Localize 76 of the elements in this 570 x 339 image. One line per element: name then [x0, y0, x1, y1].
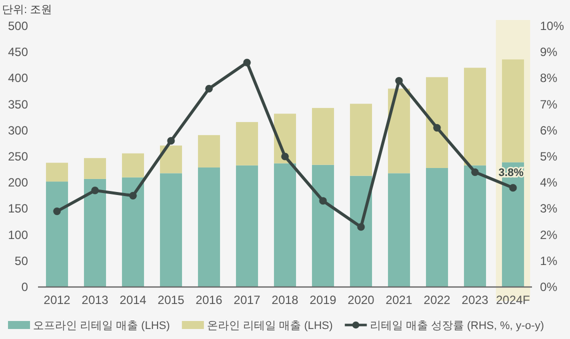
- bar: [46, 182, 68, 287]
- point: [281, 152, 289, 160]
- y2-tick-label: 0%: [540, 280, 558, 294]
- x-tick-label: 2018: [272, 293, 299, 307]
- y-tick-label: 200: [8, 176, 28, 190]
- point: [91, 186, 99, 194]
- y-tick-label: 250: [8, 150, 28, 164]
- y-tick-label: 400: [8, 71, 28, 86]
- point: [205, 84, 213, 92]
- y2-tick-label: 1%: [540, 254, 558, 268]
- point: [357, 223, 365, 231]
- x-tick-label: 2015: [158, 293, 185, 307]
- y-tick-label: 0: [21, 280, 28, 294]
- y2-tick-label: 5%: [540, 150, 558, 164]
- bar: [84, 158, 106, 179]
- point: [395, 77, 403, 85]
- point: [319, 197, 327, 205]
- point: [433, 124, 441, 132]
- point: [243, 58, 251, 66]
- x-tick-label: 2017: [234, 293, 261, 307]
- bar: [160, 146, 182, 174]
- x-tick-label: 2020: [348, 293, 375, 307]
- point: [167, 137, 175, 145]
- legend-label: 리테일 매출 성장률 (RHS, %, y-o-y): [370, 320, 544, 332]
- y2-tick-label: 6%: [540, 123, 558, 138]
- bar: [350, 176, 372, 287]
- x-tick-label: 2019: [310, 293, 337, 307]
- x-tick-label: 2012: [44, 293, 71, 307]
- y-tick-label: 300: [8, 123, 28, 138]
- bar: [502, 59, 524, 162]
- bar: [464, 68, 486, 166]
- point: [471, 168, 479, 176]
- y2-tick-label: 7%: [540, 97, 558, 112]
- bar: [426, 168, 448, 287]
- bar: [160, 173, 182, 287]
- bar: [426, 77, 448, 168]
- y-axis-title: 단위: 조원: [2, 4, 52, 16]
- y-tick-label: 100: [8, 228, 28, 242]
- y2-tick-label: 9%: [540, 45, 558, 60]
- point: [509, 184, 517, 192]
- y2-tick-label: 8%: [540, 71, 558, 86]
- point: [129, 192, 137, 200]
- bar: [312, 164, 334, 287]
- x-tick-label: 2013: [82, 293, 109, 307]
- x-tick-label: 2023: [462, 293, 489, 307]
- bar: [198, 167, 220, 287]
- y-tick-label: 500: [8, 19, 28, 33]
- y2-tick-label: 2%: [540, 228, 558, 242]
- point: [53, 208, 61, 216]
- x-tick-label: 2014: [120, 293, 147, 307]
- bar: [198, 135, 220, 168]
- legend-label: 온라인 리테일 매출 (LHS): [206, 320, 333, 332]
- bar: [122, 153, 144, 178]
- bar: [122, 177, 144, 287]
- x-tick-label: 2016: [196, 293, 223, 307]
- bar: [350, 104, 372, 176]
- bar: [236, 165, 258, 287]
- bar: [236, 122, 258, 166]
- bar: [464, 165, 486, 287]
- y2-tick-label: 3%: [540, 202, 558, 216]
- y-tick-label: 150: [8, 202, 28, 216]
- y2-tick-label: 10%: [540, 19, 564, 33]
- y2-tick-label: 4%: [540, 176, 558, 190]
- y-tick-label: 50: [14, 254, 28, 268]
- x-tick-label: 2022: [424, 293, 451, 307]
- y-tick-label: 350: [8, 97, 28, 112]
- bar: [388, 173, 410, 287]
- y-tick-label: 450: [8, 45, 28, 60]
- x-tick-label: 2024F: [496, 293, 530, 307]
- bar: [46, 162, 68, 182]
- bar: [388, 88, 410, 174]
- x-tick-label: 2021: [386, 293, 413, 307]
- legend-label: 오프라인 리테일 매출 (LHS): [33, 320, 170, 332]
- bar: [312, 108, 334, 165]
- bar: [274, 163, 296, 287]
- bar: [84, 178, 106, 287]
